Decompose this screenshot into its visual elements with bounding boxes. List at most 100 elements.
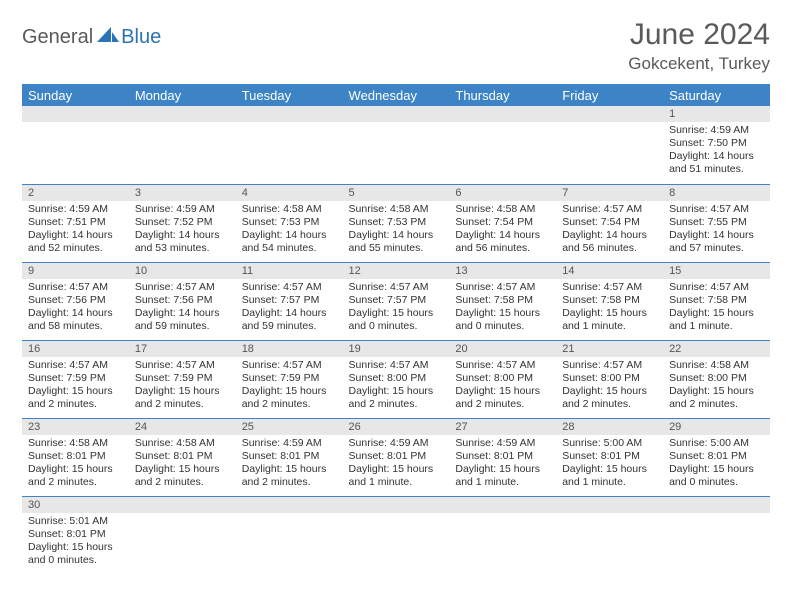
sunset-text: Sunset: 7:52 PM xyxy=(135,216,230,229)
daylight-text: Daylight: 14 hours and 51 minutes. xyxy=(669,150,764,176)
sunrise-text: Sunrise: 4:57 AM xyxy=(135,281,230,294)
sunset-text: Sunset: 7:56 PM xyxy=(28,294,123,307)
sunset-text: Sunset: 7:53 PM xyxy=(349,216,444,229)
daylight-text: Daylight: 15 hours and 1 minute. xyxy=(562,463,657,489)
sunset-text: Sunset: 7:51 PM xyxy=(28,216,123,229)
calendar-day-cell xyxy=(129,106,236,184)
day-number: 24 xyxy=(129,419,236,435)
sunrise-text: Sunrise: 5:01 AM xyxy=(28,515,123,528)
calendar-day-cell xyxy=(663,496,770,574)
calendar-day-cell: 9Sunrise: 4:57 AMSunset: 7:56 PMDaylight… xyxy=(22,262,129,340)
day-body: Sunrise: 4:57 AMSunset: 7:57 PMDaylight:… xyxy=(236,279,343,338)
day-number: 14 xyxy=(556,263,663,279)
sunset-text: Sunset: 8:01 PM xyxy=(242,450,337,463)
sunrise-text: Sunrise: 4:57 AM xyxy=(242,359,337,372)
day-number: 3 xyxy=(129,185,236,201)
daylight-text: Daylight: 15 hours and 2 minutes. xyxy=(28,385,123,411)
daylight-text: Daylight: 15 hours and 2 minutes. xyxy=(349,385,444,411)
sunset-text: Sunset: 7:57 PM xyxy=(349,294,444,307)
calendar-table: Sunday Monday Tuesday Wednesday Thursday… xyxy=(22,84,770,574)
day-body: Sunrise: 4:57 AMSunset: 7:59 PMDaylight:… xyxy=(22,357,129,416)
logo-sail-icon xyxy=(97,27,119,50)
daylight-text: Daylight: 15 hours and 1 minute. xyxy=(455,463,550,489)
day-body: Sunrise: 4:58 AMSunset: 7:54 PMDaylight:… xyxy=(449,201,556,260)
sunrise-text: Sunrise: 4:57 AM xyxy=(562,359,657,372)
calendar-day-cell: 7Sunrise: 4:57 AMSunset: 7:54 PMDaylight… xyxy=(556,184,663,262)
day-number: 30 xyxy=(22,497,129,513)
sunset-text: Sunset: 7:55 PM xyxy=(669,216,764,229)
calendar-week-row: 9Sunrise: 4:57 AMSunset: 7:56 PMDaylight… xyxy=(22,262,770,340)
calendar-week-row: 23Sunrise: 4:58 AMSunset: 8:01 PMDayligh… xyxy=(22,418,770,496)
daylight-text: Daylight: 15 hours and 2 minutes. xyxy=(28,463,123,489)
calendar-day-cell: 27Sunrise: 4:59 AMSunset: 8:01 PMDayligh… xyxy=(449,418,556,496)
sunset-text: Sunset: 7:58 PM xyxy=(455,294,550,307)
sunset-text: Sunset: 8:01 PM xyxy=(562,450,657,463)
day-number: 26 xyxy=(343,419,450,435)
daylight-text: Daylight: 15 hours and 1 minute. xyxy=(349,463,444,489)
calendar-day-cell: 29Sunrise: 5:00 AMSunset: 8:01 PMDayligh… xyxy=(663,418,770,496)
calendar-day-cell: 22Sunrise: 4:58 AMSunset: 8:00 PMDayligh… xyxy=(663,340,770,418)
day-body xyxy=(663,513,770,519)
daylight-text: Daylight: 14 hours and 53 minutes. xyxy=(135,229,230,255)
day-number xyxy=(129,497,236,513)
day-number: 15 xyxy=(663,263,770,279)
calendar-day-cell: 25Sunrise: 4:59 AMSunset: 8:01 PMDayligh… xyxy=(236,418,343,496)
sunset-text: Sunset: 8:00 PM xyxy=(455,372,550,385)
day-number: 2 xyxy=(22,185,129,201)
sunrise-text: Sunrise: 4:59 AM xyxy=(455,437,550,450)
sunrise-text: Sunrise: 4:57 AM xyxy=(349,359,444,372)
day-body xyxy=(129,513,236,519)
day-number: 16 xyxy=(22,341,129,357)
calendar-day-cell xyxy=(343,496,450,574)
location: Gokcekent, Turkey xyxy=(628,54,770,74)
calendar-day-cell: 6Sunrise: 4:58 AMSunset: 7:54 PMDaylight… xyxy=(449,184,556,262)
calendar-day-cell xyxy=(449,106,556,184)
day-body xyxy=(343,122,450,128)
calendar-day-cell: 5Sunrise: 4:58 AMSunset: 7:53 PMDaylight… xyxy=(343,184,450,262)
calendar-day-cell: 1Sunrise: 4:59 AMSunset: 7:50 PMDaylight… xyxy=(663,106,770,184)
calendar-day-cell xyxy=(343,106,450,184)
sunrise-text: Sunrise: 4:58 AM xyxy=(669,359,764,372)
day-number: 12 xyxy=(343,263,450,279)
calendar-day-cell: 18Sunrise: 4:57 AMSunset: 7:59 PMDayligh… xyxy=(236,340,343,418)
day-body: Sunrise: 4:59 AMSunset: 8:01 PMDaylight:… xyxy=(449,435,556,494)
daylight-text: Daylight: 15 hours and 0 minutes. xyxy=(455,307,550,333)
calendar-week-row: 16Sunrise: 4:57 AMSunset: 7:59 PMDayligh… xyxy=(22,340,770,418)
day-body: Sunrise: 4:57 AMSunset: 7:59 PMDaylight:… xyxy=(129,357,236,416)
calendar-day-cell: 10Sunrise: 4:57 AMSunset: 7:56 PMDayligh… xyxy=(129,262,236,340)
calendar-day-cell: 13Sunrise: 4:57 AMSunset: 7:58 PMDayligh… xyxy=(449,262,556,340)
sunset-text: Sunset: 7:54 PM xyxy=(455,216,550,229)
calendar-day-cell: 28Sunrise: 5:00 AMSunset: 8:01 PMDayligh… xyxy=(556,418,663,496)
day-body: Sunrise: 4:57 AMSunset: 7:56 PMDaylight:… xyxy=(22,279,129,338)
sunrise-text: Sunrise: 4:57 AM xyxy=(562,281,657,294)
day-number: 17 xyxy=(129,341,236,357)
day-body: Sunrise: 5:00 AMSunset: 8:01 PMDaylight:… xyxy=(663,435,770,494)
sunrise-text: Sunrise: 4:57 AM xyxy=(135,359,230,372)
daylight-text: Daylight: 15 hours and 2 minutes. xyxy=(455,385,550,411)
day-body: Sunrise: 4:57 AMSunset: 7:56 PMDaylight:… xyxy=(129,279,236,338)
sunset-text: Sunset: 7:59 PM xyxy=(28,372,123,385)
day-body: Sunrise: 4:59 AMSunset: 8:01 PMDaylight:… xyxy=(236,435,343,494)
day-body: Sunrise: 4:58 AMSunset: 8:01 PMDaylight:… xyxy=(129,435,236,494)
logo-text-general: General xyxy=(22,26,93,49)
sunrise-text: Sunrise: 4:57 AM xyxy=(669,203,764,216)
sunset-text: Sunset: 7:53 PM xyxy=(242,216,337,229)
daylight-text: Daylight: 15 hours and 1 minute. xyxy=(669,307,764,333)
calendar-day-cell: 16Sunrise: 4:57 AMSunset: 7:59 PMDayligh… xyxy=(22,340,129,418)
logo: General Blue xyxy=(22,26,161,49)
day-number: 8 xyxy=(663,185,770,201)
calendar-day-cell xyxy=(129,496,236,574)
day-body xyxy=(449,122,556,128)
day-body: Sunrise: 4:58 AMSunset: 7:53 PMDaylight:… xyxy=(343,201,450,260)
daylight-text: Daylight: 14 hours and 56 minutes. xyxy=(455,229,550,255)
calendar-day-cell: 14Sunrise: 4:57 AMSunset: 7:58 PMDayligh… xyxy=(556,262,663,340)
calendar-day-cell: 23Sunrise: 4:58 AMSunset: 8:01 PMDayligh… xyxy=(22,418,129,496)
day-number: 11 xyxy=(236,263,343,279)
calendar-week-row: 1Sunrise: 4:59 AMSunset: 7:50 PMDaylight… xyxy=(22,106,770,184)
day-body: Sunrise: 4:59 AMSunset: 8:01 PMDaylight:… xyxy=(343,435,450,494)
sunset-text: Sunset: 8:00 PM xyxy=(562,372,657,385)
day-body xyxy=(236,513,343,519)
calendar-day-cell xyxy=(556,496,663,574)
sunrise-text: Sunrise: 4:57 AM xyxy=(242,281,337,294)
day-header: Thursday xyxy=(449,84,556,106)
